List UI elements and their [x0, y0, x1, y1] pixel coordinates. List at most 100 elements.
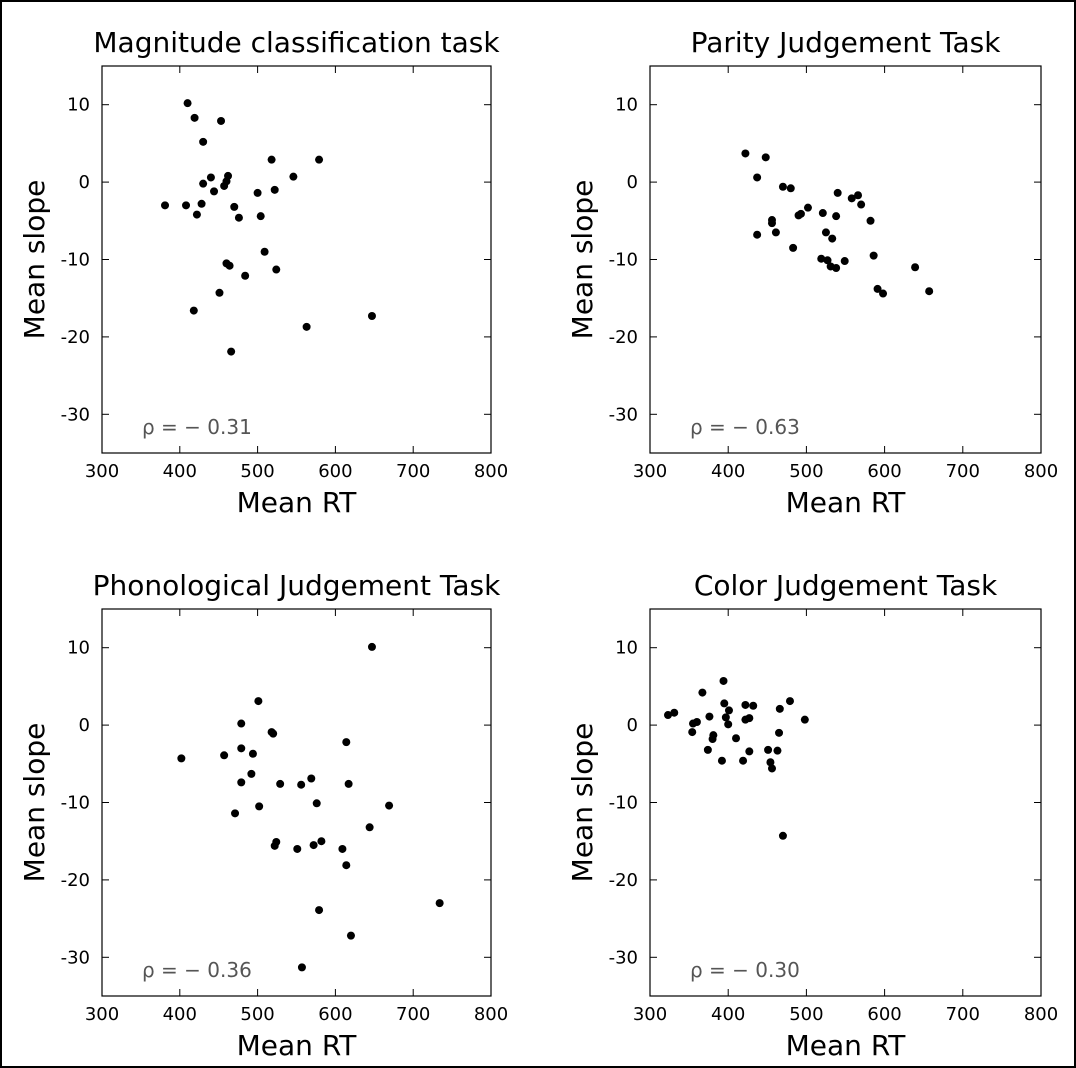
data-point — [703, 745, 712, 754]
x-tick-label: 500 — [789, 1004, 823, 1025]
data-point — [183, 99, 192, 108]
correlation-annotation: ρ = − 0.31 — [142, 415, 252, 439]
y-tick-label: 0 — [79, 172, 90, 193]
y-tick-label: -30 — [61, 947, 90, 968]
data-point — [741, 700, 750, 709]
data-point — [237, 778, 246, 787]
data-point — [818, 209, 827, 218]
data-point — [749, 701, 758, 710]
data-point — [220, 181, 229, 190]
data-point — [720, 699, 729, 708]
x-tick-label: 600 — [867, 461, 901, 482]
y-tick-label: -20 — [609, 870, 638, 891]
x-tick-label: 800 — [474, 461, 508, 482]
data-point — [719, 676, 728, 685]
data-point — [775, 704, 784, 713]
data-point — [289, 172, 298, 181]
y-tick-label: 0 — [627, 715, 638, 736]
x-tick-label: 700 — [946, 1004, 980, 1025]
data-point — [225, 261, 234, 270]
data-point — [786, 184, 795, 193]
data-point — [724, 706, 733, 715]
y-tick-label: -10 — [61, 793, 90, 814]
data-point — [385, 801, 394, 810]
data-point — [237, 719, 246, 728]
y-axis-label: Mean slope — [566, 180, 599, 340]
chart-title: Color Judgement Task — [694, 569, 998, 602]
x-tick-label: 700 — [396, 1004, 430, 1025]
x-axis-label: Mean RT — [237, 1029, 358, 1062]
scatter-series — [741, 149, 934, 298]
correlation-annotation: ρ = − 0.30 — [690, 958, 800, 982]
y-tick-label: -30 — [609, 947, 638, 968]
data-point — [338, 844, 347, 853]
data-point — [771, 228, 780, 237]
scatter-series — [177, 642, 444, 972]
data-point — [297, 780, 306, 789]
data-point — [778, 831, 787, 840]
data-point — [346, 931, 355, 940]
data-point — [307, 774, 316, 783]
x-tick-label: 300 — [633, 461, 667, 482]
correlation-annotation: ρ = − 0.36 — [142, 958, 252, 982]
data-point — [721, 713, 730, 722]
data-point — [857, 200, 866, 209]
y-tick-label: 10 — [67, 638, 90, 659]
x-tick-label: 500 — [240, 1004, 274, 1025]
y-tick-label: -20 — [61, 870, 90, 891]
plot-area — [101, 65, 492, 454]
data-point — [753, 230, 762, 239]
data-point — [708, 735, 717, 744]
x-tick-label: 500 — [789, 461, 823, 482]
y-tick-label: -30 — [609, 404, 638, 425]
scatter-series — [663, 676, 809, 840]
y-tick-label: -20 — [609, 327, 638, 348]
data-point — [705, 712, 714, 721]
data-point — [182, 201, 191, 210]
chart-panel-1: 300 400 500 600 700 800 10 0 -10 -20 -30 Magnitude … — [18, 26, 508, 519]
data-point — [210, 187, 219, 196]
x-axis-label: Mean RT — [786, 486, 907, 519]
x-tick-label: 400 — [711, 1004, 745, 1025]
data-point — [911, 263, 920, 272]
data-point — [234, 213, 243, 222]
data-point — [365, 823, 374, 832]
data-point — [309, 841, 318, 850]
data-point — [199, 179, 208, 188]
y-tick-label: 10 — [67, 95, 90, 116]
chart-title: Parity Judgement Task — [691, 26, 1002, 59]
data-point — [879, 289, 888, 298]
x-tick-label: 600 — [318, 1004, 352, 1025]
data-point — [227, 347, 236, 356]
y-tick-label: 10 — [615, 95, 638, 116]
data-point — [767, 764, 776, 773]
data-point — [778, 182, 787, 191]
x-tick-label: 500 — [240, 461, 274, 482]
data-point — [832, 212, 841, 221]
data-point — [237, 744, 246, 753]
data-point — [724, 720, 733, 729]
data-point — [745, 747, 754, 756]
data-point — [256, 212, 265, 221]
x-axis-label: Mean RT — [786, 1029, 907, 1062]
data-point — [276, 779, 285, 788]
data-point — [794, 211, 803, 220]
data-point — [342, 738, 351, 747]
data-point — [342, 861, 351, 870]
y-tick-label: -20 — [61, 327, 90, 348]
data-point — [925, 287, 934, 296]
data-point — [215, 288, 224, 297]
x-tick-label: 800 — [474, 1004, 508, 1025]
data-point — [190, 113, 199, 122]
data-point — [230, 202, 239, 211]
data-point — [832, 264, 841, 273]
data-point — [821, 228, 830, 237]
data-point — [317, 837, 326, 846]
data-point — [766, 758, 775, 767]
data-point — [689, 719, 698, 728]
data-point — [833, 188, 842, 197]
data-point — [732, 734, 741, 743]
plot-area — [649, 608, 1042, 997]
data-point — [302, 322, 311, 331]
y-tick-label: -10 — [61, 250, 90, 271]
